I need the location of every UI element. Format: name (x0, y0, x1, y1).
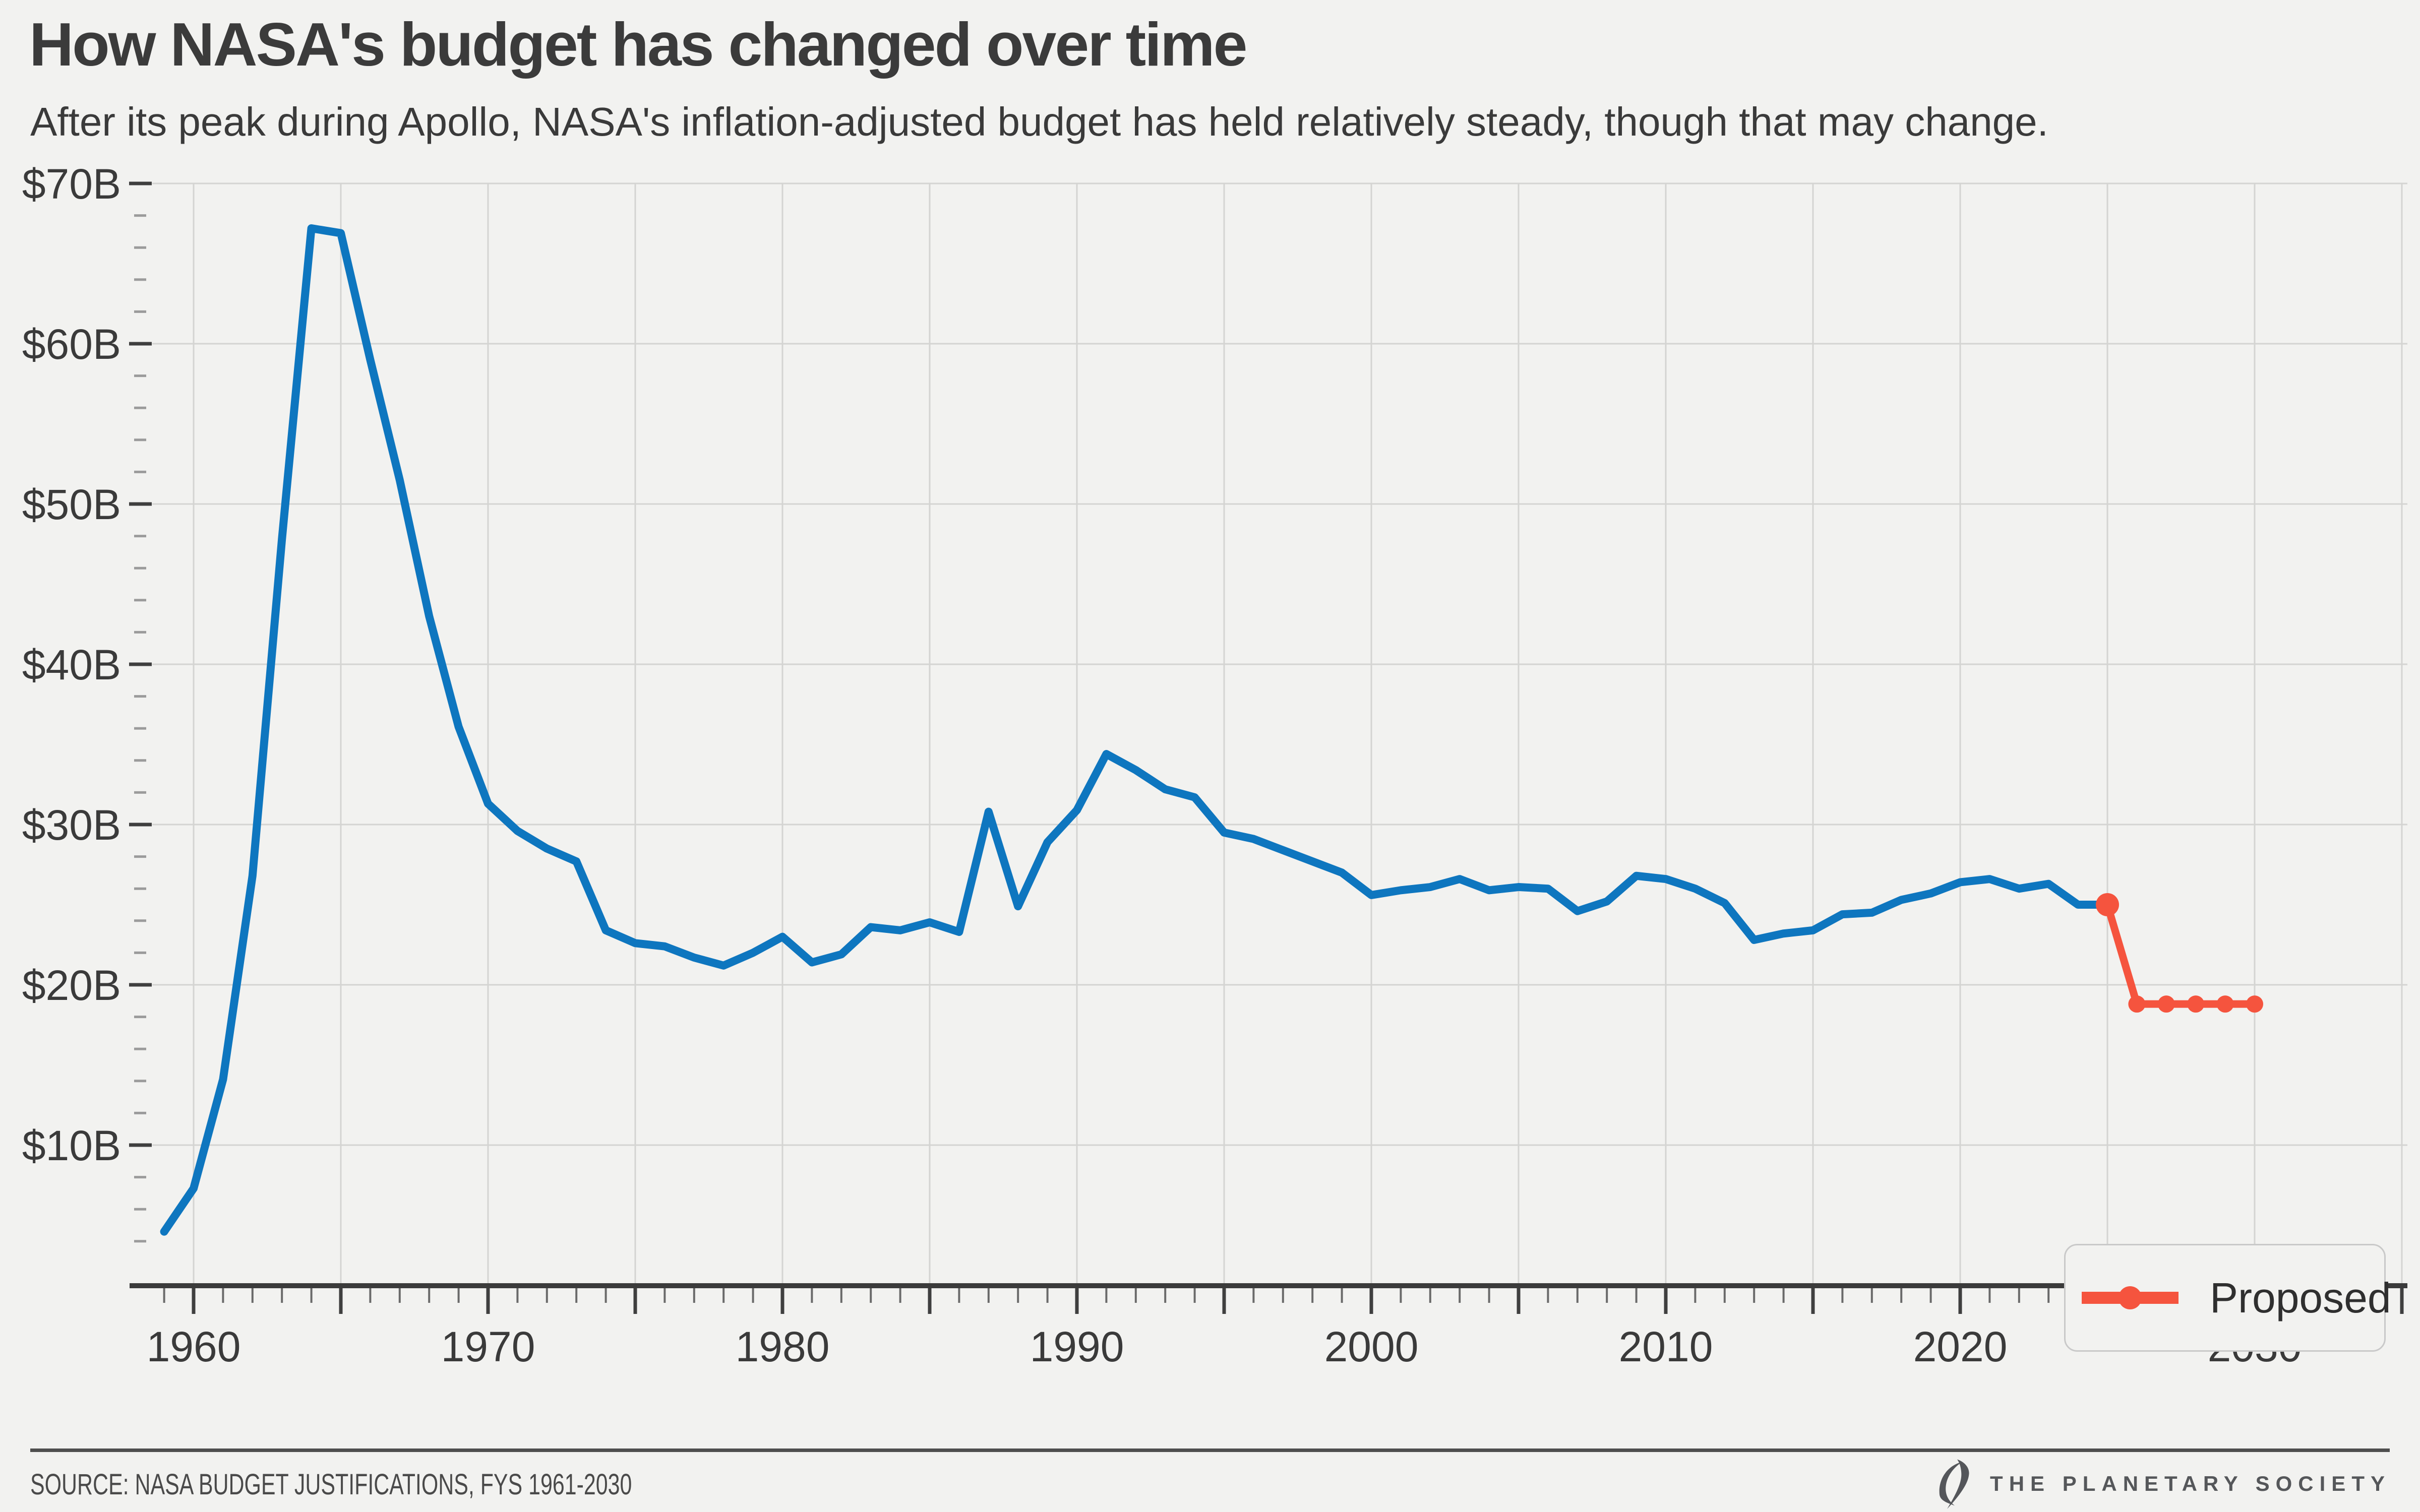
page-title: How NASA's budget has changed over time (29, 10, 1247, 79)
planetary-society-logo-icon (1939, 1459, 1969, 1509)
proposed-line-sample-icon (2082, 1286, 2179, 1309)
proposed-point-2028 (2187, 995, 2205, 1013)
y-axis-ticks (129, 181, 152, 1243)
svg-text:$50B: $50B (22, 481, 121, 528)
brand-lockup: THE PLANETARY SOCIETY (1933, 1459, 2391, 1509)
x-axis-labels: 19601970198019902000201020202030 (147, 1323, 2302, 1370)
proposed-point-2026 (2128, 995, 2146, 1013)
source-note: SOURCE: NASA BUDGET JUSTIFICATIONS, FYS … (30, 1468, 632, 1501)
gridlines (152, 182, 2407, 1286)
svg-text:1980: 1980 (736, 1323, 830, 1370)
brand-name: THE PLANETARY SOCIETY (1990, 1472, 2391, 1495)
svg-text:$70B: $70B (22, 160, 121, 208)
svg-text:$40B: $40B (22, 641, 121, 688)
proposed-point-2025 (2096, 893, 2119, 916)
svg-text:2020: 2020 (1913, 1323, 2008, 1370)
svg-text:1970: 1970 (441, 1323, 535, 1370)
svg-text:1960: 1960 (147, 1323, 241, 1370)
svg-text:2000: 2000 (1324, 1323, 1419, 1370)
proposed-point-2029 (2216, 995, 2234, 1013)
page-subtitle: After its peak during Apollo, NASA's inf… (30, 99, 2048, 144)
svg-text:$10B: $10B (22, 1122, 121, 1169)
svg-text:$60B: $60B (22, 321, 121, 368)
legend-proposed-label: Proposed (2210, 1274, 2391, 1321)
y-axis-labels: $10B $20B $30B $40B $50B $60B $70B (22, 160, 121, 1169)
proposed-point-2027 (2157, 995, 2175, 1013)
footer-divider (30, 1448, 2390, 1452)
legend-proposed: Proposed (2064, 1244, 2391, 1352)
proposed-line (2103, 901, 2259, 1008)
proposed-series (2096, 893, 2263, 1013)
proposed-point-2030 (2246, 995, 2263, 1013)
enacted-line (160, 224, 2111, 1236)
svg-text:2010: 2010 (1619, 1323, 1713, 1370)
svg-text:$30B: $30B (22, 801, 121, 849)
enacted-series (160, 224, 2111, 1236)
svg-text:$20B: $20B (22, 962, 121, 1009)
svg-text:1990: 1990 (1030, 1323, 1124, 1370)
